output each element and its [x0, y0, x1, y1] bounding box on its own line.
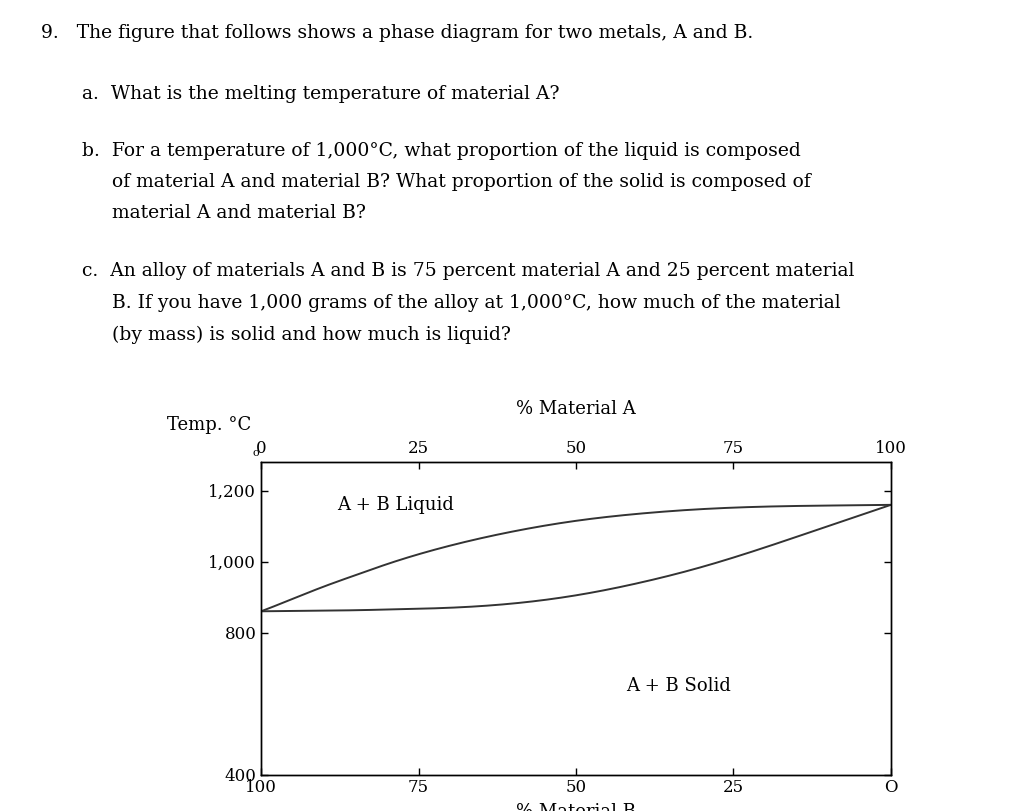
Text: (by mass) is solid and how much is liquid?: (by mass) is solid and how much is liqui… — [82, 326, 511, 345]
Text: A + B Liquid: A + B Liquid — [337, 496, 454, 514]
Text: o: o — [253, 448, 259, 458]
Text: 9.   The figure that follows shows a phase diagram for two metals, A and B.: 9. The figure that follows shows a phase… — [41, 24, 754, 42]
X-axis label: % Material B: % Material B — [516, 804, 636, 811]
Text: c.  An alloy of materials A and B is 75 percent material A and 25 percent materi: c. An alloy of materials A and B is 75 p… — [82, 262, 854, 280]
Text: of material A and material B? What proportion of the solid is composed of: of material A and material B? What propo… — [82, 173, 811, 191]
Text: A + B Solid: A + B Solid — [627, 677, 731, 695]
Text: a.  What is the melting temperature of material A?: a. What is the melting temperature of ma… — [82, 85, 559, 103]
Text: material A and material B?: material A and material B? — [82, 204, 366, 222]
Text: B. If you have 1,000 grams of the alloy at 1,000°C, how much of the material: B. If you have 1,000 grams of the alloy … — [82, 294, 841, 312]
Text: Temp. °C: Temp. °C — [167, 416, 251, 434]
Text: % Material A: % Material A — [516, 400, 636, 418]
Text: b.  For a temperature of 1,000°C, what proportion of the liquid is composed: b. For a temperature of 1,000°C, what pr… — [82, 142, 801, 160]
